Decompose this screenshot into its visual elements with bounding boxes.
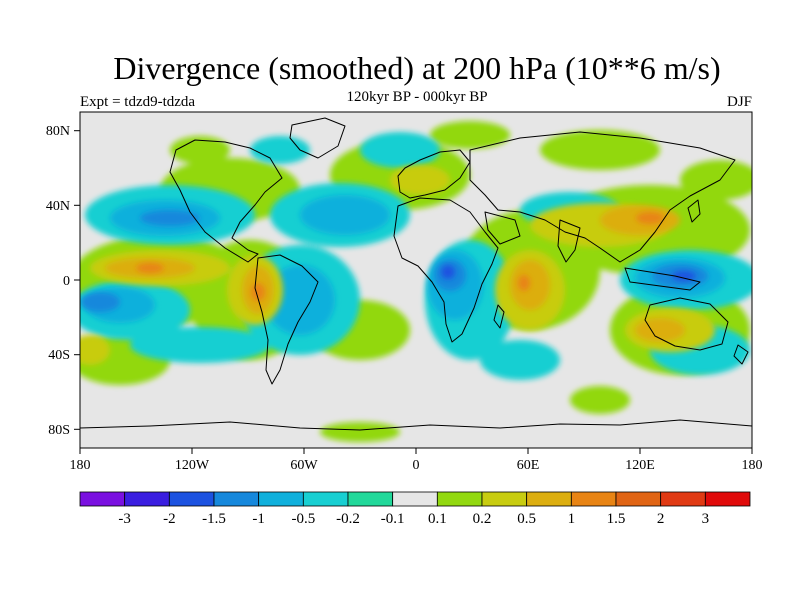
india-coast xyxy=(557,219,581,263)
colorbar-label: -0.5 xyxy=(291,511,315,527)
colorbar-label: -0.1 xyxy=(381,511,405,527)
colorbar-swatch xyxy=(660,491,706,507)
figure-title: Divergence (smoothed) at 200 hPa (10**6 … xyxy=(113,50,721,86)
lat-label: 40S xyxy=(48,348,70,363)
lat-label: 0 xyxy=(63,274,70,289)
asia-coast xyxy=(469,131,736,263)
colorbar-swatch xyxy=(213,491,260,507)
colorbar-label: 0.2 xyxy=(473,511,492,527)
lat-label: 80N xyxy=(46,124,70,139)
latitude-labels: 80N 40N 0 40S 80S xyxy=(46,124,70,438)
colorbar-swatch xyxy=(481,491,528,507)
colorbar-label: 1.5 xyxy=(607,511,626,527)
colorbar-swatch xyxy=(79,491,126,507)
colorbar-swatch xyxy=(392,491,438,507)
colorbar-labels: -3 -2 -1.5 -1 -0.5 -0.2 -0.1 0.1 0.2 0.5 1 1.5 2 3 xyxy=(118,511,709,527)
madagascar-coast xyxy=(493,304,505,329)
colorbar-label: -1.5 xyxy=(202,511,226,527)
antarctica-coast xyxy=(80,419,752,431)
dark-blue-contours xyxy=(441,265,696,281)
arabia-coast xyxy=(484,211,521,245)
south-america-coast xyxy=(254,254,319,385)
new-zealand-coast xyxy=(733,344,749,365)
colorbar-swatch xyxy=(347,491,394,507)
lon-label: 180 xyxy=(70,458,91,473)
africa-coast xyxy=(393,197,499,343)
colorbar-swatch xyxy=(124,491,170,507)
colorbar-label: -0.2 xyxy=(336,511,360,527)
season-label: DJF xyxy=(726,94,752,110)
colorbar-swatch xyxy=(436,491,483,507)
colorbar-swatch xyxy=(302,491,349,507)
greenland-coast xyxy=(289,117,346,159)
colorbar-label: -1 xyxy=(252,511,265,527)
colorbar-label: -2 xyxy=(163,511,176,527)
colorbar-label: 0.1 xyxy=(428,511,447,527)
longitude-labels: 180 120W 60W 0 60E 120E 180 xyxy=(70,458,763,473)
colorbar-swatch xyxy=(526,491,572,507)
lat-label: 40N xyxy=(46,199,70,214)
colorbar-swatch xyxy=(704,491,751,507)
colorbar-swatch xyxy=(258,491,304,507)
lon-label: 60W xyxy=(290,458,318,473)
experiment-label: Expt = tdzd9-tdzda xyxy=(80,94,196,110)
colorbar xyxy=(79,491,751,507)
colorbar-label: 2 xyxy=(657,511,665,527)
lon-label: 0 xyxy=(413,458,420,473)
lon-label: 60E xyxy=(517,458,540,473)
colorbar-swatch xyxy=(615,491,662,507)
colorbar-label: 1 xyxy=(568,511,576,527)
coastlines xyxy=(80,117,752,431)
japan-coast xyxy=(687,199,701,223)
lat-label: 80S xyxy=(48,423,70,438)
lon-label: 180 xyxy=(742,458,763,473)
red-orange-contours xyxy=(136,212,664,301)
colorbar-label: -3 xyxy=(118,511,131,527)
lon-label: 120E xyxy=(625,458,655,473)
europe-coast xyxy=(397,149,471,199)
divergence-field xyxy=(80,121,752,442)
colorbar-swatch xyxy=(168,491,215,507)
axis-ticks xyxy=(74,130,753,454)
figure-subtitle: 120kyr BP - 000kyr BP xyxy=(346,89,488,105)
north-america-coast xyxy=(169,139,283,263)
lon-label: 120W xyxy=(175,458,210,473)
indonesia-coast xyxy=(624,267,701,291)
colorbar-label: 3 xyxy=(702,511,710,527)
colorbar-swatch xyxy=(570,491,617,507)
australia-coast xyxy=(644,297,729,351)
colorbar-label: 0.5 xyxy=(517,511,536,527)
